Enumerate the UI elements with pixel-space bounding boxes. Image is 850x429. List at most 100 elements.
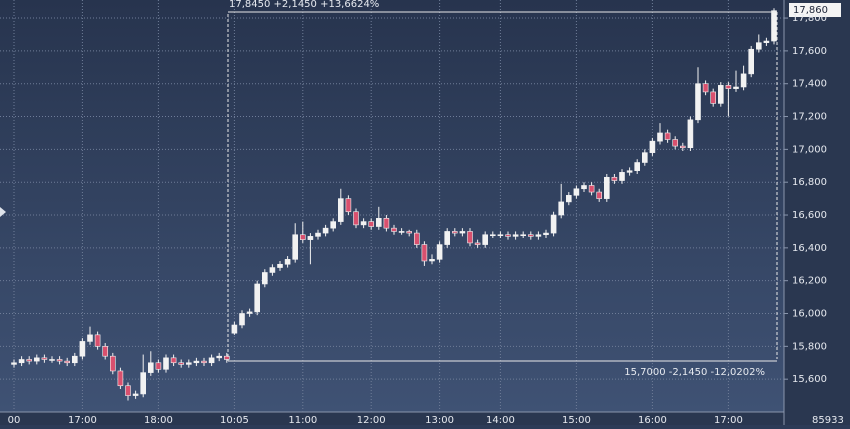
y-tick-label: 16,400	[792, 243, 827, 254]
candle-body	[406, 231, 413, 234]
x-tick-label: 17:00	[68, 415, 97, 425]
y-tick-label: 17,400	[792, 79, 827, 90]
candle-body	[588, 185, 595, 193]
last-price-label: 17,860	[793, 5, 828, 16]
candle-body	[672, 139, 679, 147]
candle-body	[315, 232, 321, 237]
candle-body	[284, 259, 291, 265]
candle-body	[216, 355, 222, 359]
candle-body	[383, 218, 390, 229]
x-tick-label: 00	[8, 415, 21, 425]
candle-body	[527, 234, 534, 237]
candle-body	[429, 259, 435, 262]
candle-body	[94, 334, 101, 347]
candle-body	[49, 359, 55, 361]
candle-body	[717, 85, 724, 104]
x-tick-label: 10:05	[220, 415, 249, 425]
candle-body	[110, 355, 116, 372]
candle-body	[254, 283, 260, 313]
candle-body	[649, 140, 656, 153]
candle-body	[497, 234, 504, 237]
candle-body	[125, 385, 131, 396]
candle-body	[170, 357, 177, 364]
candle-body	[56, 359, 63, 362]
candle-body	[733, 86, 739, 89]
candle-body	[391, 227, 397, 232]
candle-body	[679, 145, 686, 149]
candle-body	[375, 218, 382, 227]
candle-body	[186, 362, 192, 365]
candle-body	[299, 234, 306, 240]
candle-body	[421, 244, 428, 262]
candle-body	[337, 198, 344, 222]
candle-body	[611, 176, 618, 181]
candle-body	[345, 198, 352, 213]
y-tick-label: 17,200	[792, 112, 827, 123]
candle-body	[596, 191, 603, 199]
y-tick-label: 16,000	[792, 309, 827, 320]
candle-body	[482, 234, 489, 245]
candle-body	[581, 185, 587, 190]
candle-body	[178, 362, 184, 365]
candle-body	[771, 10, 777, 42]
candle-body	[413, 232, 420, 245]
candle-body	[201, 360, 207, 364]
candle-body	[102, 346, 108, 357]
x-tick-label: 12:00	[357, 415, 386, 425]
candle-body	[277, 263, 283, 268]
candle-body	[330, 221, 337, 229]
candle-body	[626, 170, 633, 173]
candle-body	[307, 236, 314, 240]
last-price-box	[789, 3, 841, 17]
annotation-bottom: 15,7000 -2,1450 -12,0202%	[624, 367, 765, 378]
plot-background	[0, 0, 784, 412]
y-axis-panel	[784, 0, 850, 425]
x-axis-panel	[0, 412, 784, 425]
candle-body	[239, 313, 245, 326]
candle-body	[558, 201, 565, 216]
candle-body	[467, 231, 473, 244]
candle-body	[246, 311, 253, 314]
candle-body	[18, 359, 25, 364]
left-marker	[0, 207, 6, 217]
candle-body	[763, 40, 770, 43]
candle-body	[535, 234, 542, 237]
candle-body	[368, 221, 375, 227]
candle-body	[520, 234, 527, 237]
candle-body	[573, 188, 580, 196]
candle-body	[140, 372, 146, 395]
candle-body	[231, 324, 238, 334]
candles	[11, 8, 777, 401]
candle-body	[550, 214, 557, 234]
y-tick-label: 15,800	[792, 341, 827, 352]
candle-body	[87, 334, 93, 342]
candle-body	[664, 132, 671, 140]
candle-body	[725, 85, 732, 89]
candle-body	[695, 83, 701, 121]
candle-body	[64, 360, 70, 364]
candle-body	[740, 73, 747, 88]
candle-body	[11, 362, 17, 365]
candle-body	[269, 267, 276, 273]
candle-body	[702, 83, 709, 93]
candle-body	[474, 242, 481, 245]
candle-body	[224, 355, 230, 360]
x-tick-label: 13:00	[425, 415, 454, 425]
candle-body	[444, 231, 451, 245]
y-tick-label: 16,600	[792, 210, 827, 221]
candle-body	[292, 234, 299, 260]
x-tick-label: 15:00	[562, 415, 591, 425]
candle-body	[33, 357, 40, 362]
candle-body	[687, 119, 694, 149]
y-tick-label: 16,800	[792, 177, 827, 188]
candle-body	[543, 232, 549, 236]
candle-body	[489, 234, 496, 237]
candle-body	[41, 357, 48, 360]
candle-body	[360, 221, 367, 226]
candle-body	[163, 357, 169, 370]
candle-body	[755, 42, 762, 50]
candle-body	[398, 231, 405, 233]
x-tick-label: 14:00	[486, 415, 515, 425]
